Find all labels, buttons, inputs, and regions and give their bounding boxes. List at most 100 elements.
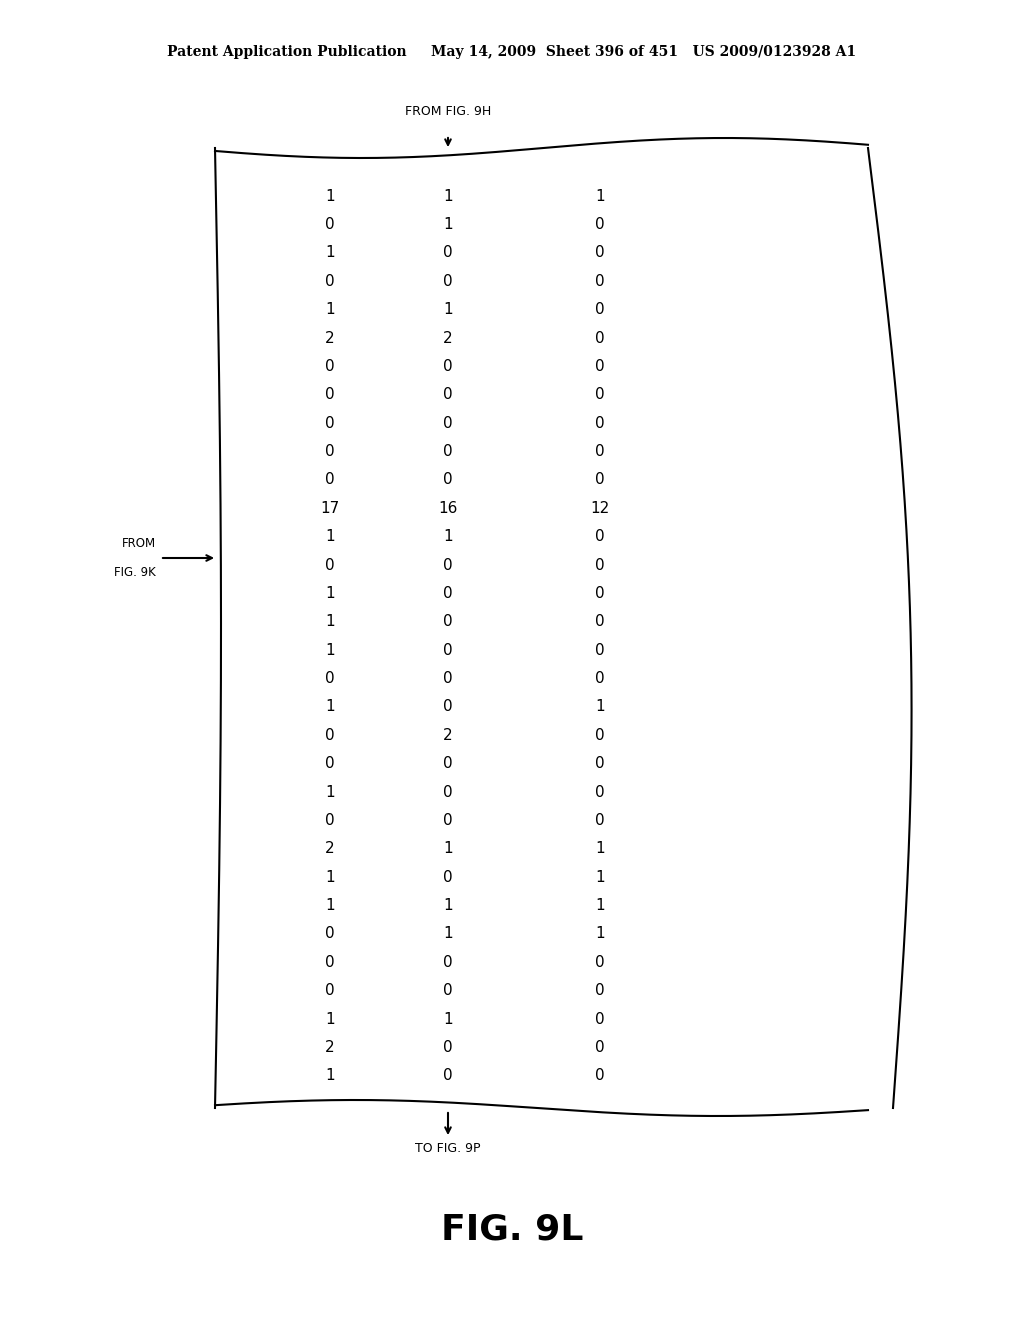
Text: 17: 17: [321, 500, 340, 516]
Text: 2: 2: [443, 330, 453, 346]
Text: 0: 0: [595, 784, 605, 800]
Text: 0: 0: [443, 870, 453, 884]
Text: FROM FIG. 9H: FROM FIG. 9H: [404, 106, 492, 117]
Text: 0: 0: [326, 387, 335, 403]
Text: 0: 0: [443, 246, 453, 260]
Text: 1: 1: [443, 302, 453, 317]
Text: 1: 1: [326, 643, 335, 657]
Text: 0: 0: [443, 756, 453, 771]
Text: 1: 1: [326, 784, 335, 800]
Text: FROM: FROM: [122, 537, 156, 550]
Text: 2: 2: [443, 727, 453, 743]
Text: 0: 0: [443, 586, 453, 601]
Text: 0: 0: [595, 216, 605, 232]
Text: 2: 2: [326, 1040, 335, 1055]
Text: 0: 0: [595, 444, 605, 459]
Text: 0: 0: [443, 983, 453, 998]
Text: 1: 1: [326, 700, 335, 714]
Text: 0: 0: [595, 302, 605, 317]
Text: 0: 0: [595, 359, 605, 374]
Text: 1: 1: [326, 246, 335, 260]
Text: 0: 0: [443, 671, 453, 686]
Text: 1: 1: [326, 898, 335, 913]
Text: 0: 0: [595, 246, 605, 260]
Text: 1: 1: [595, 898, 605, 913]
Text: 0: 0: [595, 529, 605, 544]
Text: 1: 1: [595, 870, 605, 884]
Text: 0: 0: [443, 273, 453, 289]
Text: 1: 1: [326, 586, 335, 601]
Text: 1: 1: [326, 529, 335, 544]
Text: 0: 0: [443, 1068, 453, 1084]
Text: 0: 0: [595, 1011, 605, 1027]
Text: 0: 0: [595, 1068, 605, 1084]
Text: 1: 1: [443, 898, 453, 913]
Text: 0: 0: [443, 700, 453, 714]
Text: 0: 0: [443, 954, 453, 970]
Text: 1: 1: [595, 189, 605, 203]
Text: 1: 1: [326, 302, 335, 317]
Text: 0: 0: [443, 1040, 453, 1055]
Text: 0: 0: [595, 586, 605, 601]
Text: 0: 0: [443, 387, 453, 403]
Text: 0: 0: [443, 784, 453, 800]
Text: 0: 0: [326, 359, 335, 374]
Text: 0: 0: [326, 983, 335, 998]
Text: 1: 1: [443, 1011, 453, 1027]
Text: 0: 0: [326, 444, 335, 459]
Text: 0: 0: [595, 727, 605, 743]
Text: 2: 2: [326, 330, 335, 346]
Text: FIG. 9L: FIG. 9L: [440, 1213, 584, 1247]
Text: 1: 1: [595, 700, 605, 714]
Text: 1: 1: [443, 841, 453, 857]
Text: 0: 0: [326, 927, 335, 941]
Text: 0: 0: [443, 416, 453, 430]
Text: 16: 16: [438, 500, 458, 516]
Text: 0: 0: [595, 671, 605, 686]
Text: 0: 0: [595, 614, 605, 630]
Text: 0: 0: [595, 557, 605, 573]
Text: 1: 1: [443, 216, 453, 232]
Text: 1: 1: [326, 1011, 335, 1027]
Text: 0: 0: [595, 983, 605, 998]
Text: 1: 1: [443, 529, 453, 544]
Text: 0: 0: [443, 643, 453, 657]
Text: 0: 0: [595, 330, 605, 346]
Text: 0: 0: [326, 756, 335, 771]
Text: 0: 0: [595, 756, 605, 771]
Text: 0: 0: [595, 387, 605, 403]
Text: 0: 0: [326, 671, 335, 686]
Text: 0: 0: [326, 557, 335, 573]
Text: 0: 0: [443, 557, 453, 573]
Text: TO FIG. 9P: TO FIG. 9P: [416, 1142, 480, 1155]
Text: 1: 1: [326, 614, 335, 630]
Text: 0: 0: [443, 473, 453, 487]
Text: 0: 0: [443, 813, 453, 828]
Text: 0: 0: [443, 359, 453, 374]
Text: Patent Application Publication     May 14, 2009  Sheet 396 of 451   US 2009/0123: Patent Application Publication May 14, 2…: [168, 45, 856, 59]
Text: 1: 1: [595, 841, 605, 857]
Text: 0: 0: [443, 614, 453, 630]
Text: 0: 0: [326, 727, 335, 743]
Text: 0: 0: [595, 473, 605, 487]
Text: 0: 0: [326, 273, 335, 289]
Text: 1: 1: [443, 927, 453, 941]
Text: 0: 0: [595, 813, 605, 828]
Text: 1: 1: [326, 870, 335, 884]
Text: FIG. 9K: FIG. 9K: [115, 566, 156, 579]
Text: 1: 1: [326, 1068, 335, 1084]
Text: 0: 0: [326, 813, 335, 828]
Text: 0: 0: [326, 954, 335, 970]
Text: 1: 1: [595, 927, 605, 941]
Text: 0: 0: [326, 473, 335, 487]
Text: 0: 0: [595, 954, 605, 970]
Text: 12: 12: [591, 500, 609, 516]
Text: 0: 0: [443, 444, 453, 459]
Text: 0: 0: [595, 416, 605, 430]
Text: 0: 0: [595, 643, 605, 657]
Text: 1: 1: [443, 189, 453, 203]
Text: 0: 0: [326, 416, 335, 430]
Text: 1: 1: [326, 189, 335, 203]
Text: 0: 0: [595, 1040, 605, 1055]
Text: 2: 2: [326, 841, 335, 857]
